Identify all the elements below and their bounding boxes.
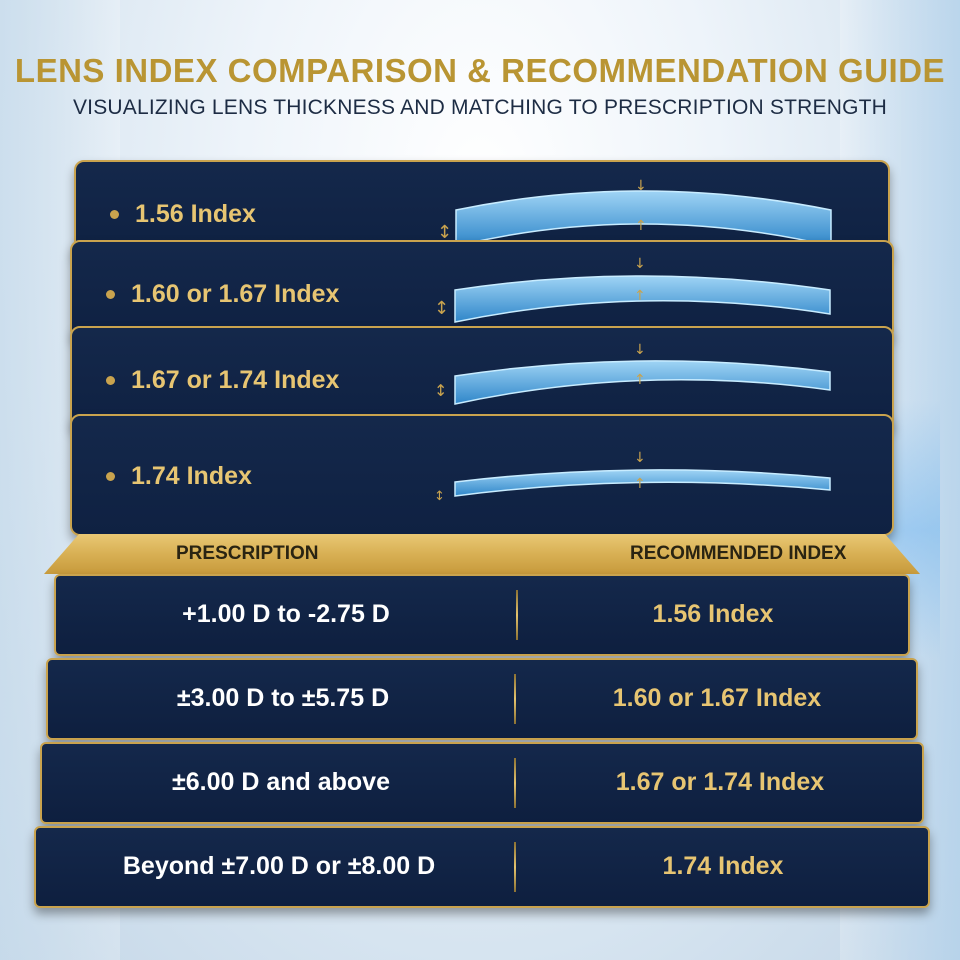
lens-card-label: 1.67 or 1.74 Index: [106, 366, 339, 395]
prescription-cell: ±3.00 D to ±5.75 D: [176, 684, 390, 712]
index-cell: 1.67 or 1.74 Index: [615, 768, 825, 796]
svg-text:↑: ↑: [634, 288, 646, 304]
header-prescription: PRESCRIPTION: [176, 543, 319, 564]
lens-card-3: 1.67 or 1.74 Index ↕ ↓ ↑: [70, 326, 894, 430]
column-divider: [514, 758, 516, 808]
bullet-icon: [110, 210, 119, 219]
header-recommended-index: RECOMMENDED INDEX: [630, 543, 847, 564]
lens-card-label: 1.74 Index: [106, 462, 252, 491]
bullet-icon: [106, 376, 115, 385]
lens-profile-icon: ↕ ↓ ↑: [434, 342, 831, 405]
column-divider: [516, 590, 518, 640]
table-row: Beyond ±7.00 D or ±8.00 D 1.74 Index: [34, 826, 930, 908]
svg-text:↕: ↕: [434, 298, 449, 319]
prescription-cell: +1.00 D to -2.75 D: [182, 600, 390, 628]
svg-text:↑: ↑: [634, 372, 646, 388]
page-title: LENS INDEX COMPARISON & RECOMMENDATION G…: [14, 52, 946, 89]
lens-label-text: 1.67 or 1.74 Index: [131, 366, 340, 394]
index-cell: 1.56 Index: [652, 600, 774, 628]
page-subtitle: VISUALIZING LENS THICKNESS AND MATCHING …: [72, 96, 888, 119]
table-row: ±6.00 D and above 1.67 or 1.74 Index: [40, 742, 924, 824]
svg-text:↑: ↑: [634, 476, 646, 492]
lens-label-text: 1.74 Index: [131, 462, 252, 490]
svg-text:↓: ↓: [635, 178, 647, 194]
lens-card-label: 1.56 Index: [110, 200, 256, 229]
lens-card-4: 1.74 Index ↕ ↓ ↑: [70, 414, 894, 536]
table-row: ±3.00 D to ±5.75 D 1.60 or 1.67 Index: [46, 658, 918, 740]
index-cell: 1.60 or 1.67 Index: [612, 684, 822, 712]
lens-profile-icon: ↕ ↓ ↑: [434, 450, 831, 504]
prescription-cell: Beyond ±7.00 D or ±8.00 D: [122, 852, 436, 880]
lens-profile-icon: ↕ ↓ ↑: [434, 256, 831, 323]
svg-text:↓: ↓: [634, 256, 646, 272]
table-header: PRESCRIPTION RECOMMENDED INDEX: [44, 534, 920, 574]
bullet-icon: [106, 472, 115, 481]
lens-card-2: 1.60 or 1.67 Index ↕ ↓ ↑: [70, 240, 894, 340]
lens-card-label: 1.60 or 1.67 Index: [106, 280, 339, 309]
svg-text:↕: ↕: [434, 489, 445, 504]
svg-text:↑: ↑: [635, 218, 647, 234]
bullet-icon: [106, 290, 115, 299]
svg-text:↕: ↕: [437, 222, 452, 243]
svg-text:↓: ↓: [634, 342, 646, 358]
lens-label-text: 1.56 Index: [135, 200, 256, 228]
table-row: +1.00 D to -2.75 D 1.56 Index: [54, 574, 910, 656]
column-divider: [514, 842, 516, 892]
svg-text:↓: ↓: [634, 450, 646, 466]
index-cell: 1.74 Index: [662, 852, 784, 880]
column-divider: [514, 674, 516, 724]
prescription-cell: ±6.00 D and above: [172, 768, 390, 796]
svg-text:↕: ↕: [434, 381, 447, 400]
lens-label-text: 1.60 or 1.67 Index: [131, 280, 340, 308]
